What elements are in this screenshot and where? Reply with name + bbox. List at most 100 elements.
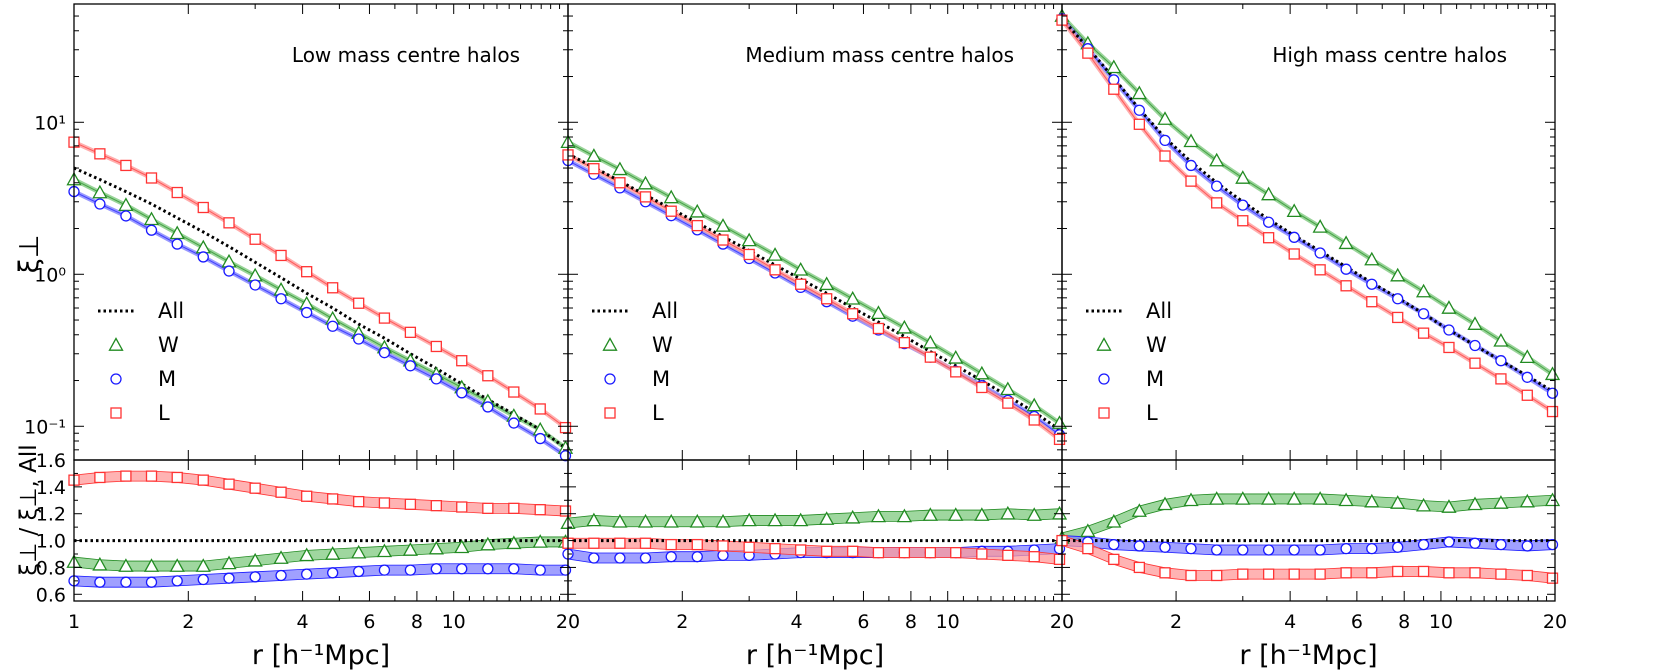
data-point-L [1340, 280, 1352, 292]
ratio-point-M [456, 563, 468, 575]
data-point-L [769, 264, 781, 276]
data-point-L [639, 191, 652, 203]
ratio-point-W [376, 543, 393, 558]
legend-swatch-M [604, 373, 616, 385]
data-point-L [1288, 248, 1300, 260]
data-point-L [924, 351, 936, 363]
ratio-point-W [741, 512, 757, 527]
legend: All WML [1086, 299, 1172, 425]
data-point-L [145, 172, 158, 184]
ratio-point-W [92, 556, 108, 571]
series-line-All [73, 166, 567, 450]
ratio-point-W [118, 558, 134, 572]
ratio-point-L [1288, 568, 1300, 580]
series-band-L [73, 140, 567, 430]
ratio-point-M [94, 576, 106, 588]
ratio-point-W [586, 512, 602, 527]
ratio-point-M [691, 551, 703, 563]
ratio-point-W [1106, 513, 1122, 528]
ratio-point-L [639, 537, 652, 549]
data-point-L [743, 248, 755, 261]
data-point-L [1159, 150, 1171, 162]
data-point-W [922, 334, 938, 349]
ratio-point-M [1288, 544, 1300, 556]
ratio-point-L [1443, 567, 1455, 579]
data-point-L [353, 297, 365, 309]
ratio-point-W [793, 512, 809, 527]
ratio-point-M [1237, 544, 1249, 556]
data-point-W [870, 305, 887, 319]
data-point-L [1366, 296, 1378, 308]
data-point-L [430, 340, 442, 353]
ratio-point-W [1519, 493, 1535, 508]
bottom-frame [567, 459, 1063, 602]
data-point-L [1053, 433, 1066, 446]
ratio-point-L [1340, 567, 1352, 579]
data-point-M [1314, 247, 1326, 259]
data-point-W [1261, 186, 1277, 201]
ratio-point-M [327, 567, 339, 579]
ratio-point-M [1133, 540, 1145, 552]
x-tick-label: 4 [1284, 611, 1296, 633]
data-point-M [534, 432, 546, 445]
ratio-point-W [637, 513, 654, 528]
data-point-W [1312, 219, 1328, 233]
data-point-W [1338, 235, 1354, 250]
ratio-point-W [1467, 496, 1483, 511]
ratio-point-W [506, 535, 522, 550]
ratio-point-L [1546, 572, 1559, 584]
ratio-point-L [1082, 542, 1094, 555]
ratio-point-W [1544, 492, 1561, 507]
ratio-point-M [534, 564, 546, 576]
ratio-point-W [1209, 491, 1225, 505]
ratio-point-W [402, 542, 418, 556]
ratio-point-W [819, 511, 835, 525]
data-point-M [1262, 216, 1275, 228]
ratio-point-L [508, 502, 520, 514]
data-point-W [1183, 133, 1199, 148]
data-point-M [1521, 371, 1533, 383]
data-point-W [1051, 415, 1068, 429]
data-point-W [1415, 283, 1432, 298]
ratio-point-W [325, 546, 341, 560]
legend-swatch-W [108, 337, 124, 351]
data-point-M [1237, 199, 1249, 211]
x-tick-label: 4 [297, 611, 309, 633]
ratio-point-L [275, 486, 287, 498]
ratio-point-W [1338, 492, 1354, 507]
data-point-L [223, 217, 235, 229]
ratio-point-W [612, 513, 628, 528]
ratio-point-L [223, 478, 235, 490]
y-tick-label: 1.2 [36, 504, 66, 526]
data-point-M [249, 279, 261, 291]
data-point-W [689, 203, 705, 218]
data-point-M [1546, 387, 1559, 399]
panel-3: High mass centre halos 2 4 6 8 10 20 r [h⁻¹Mpc]… [1054, 3, 1567, 671]
data-point-L [976, 381, 988, 394]
data-point-L [1211, 197, 1223, 209]
ratio-point-M [508, 563, 520, 575]
legend-label: L [652, 401, 664, 425]
legend-label: W [1146, 333, 1167, 357]
ratio-point-M [1314, 544, 1326, 556]
data-point-M [1392, 293, 1404, 305]
y-axis-label-top: ξ⊥ [14, 235, 45, 274]
ratio-point-W [351, 544, 367, 559]
ratio-point-L [898, 547, 911, 559]
series-band-L [1060, 18, 1554, 414]
data-point-L [456, 355, 468, 367]
ratio-point-W [767, 512, 783, 527]
data-point-W [612, 161, 628, 176]
ratio-point-L [120, 470, 132, 482]
data-point-W [1364, 251, 1380, 266]
x-tick-label: 1 [68, 611, 80, 633]
ratio-point-L [301, 490, 313, 502]
legend: All WML [592, 299, 678, 425]
data-point-L [691, 219, 703, 232]
data-point-L [588, 163, 600, 175]
y-tick-label: 1.0 [36, 531, 66, 553]
ratio-point-W [1000, 505, 1016, 520]
ratio-point-L [1262, 568, 1275, 580]
ratio-point-L [976, 548, 988, 560]
x-tick-label: 20 [556, 611, 580, 633]
